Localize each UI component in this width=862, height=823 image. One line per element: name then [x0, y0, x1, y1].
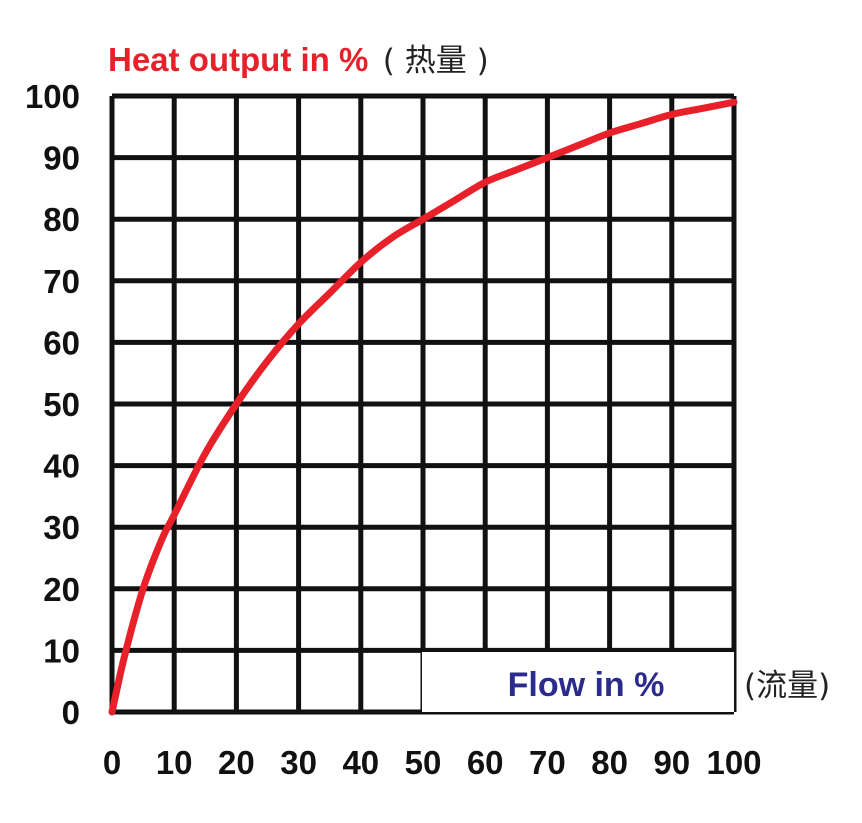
y-tick-10: 10: [43, 632, 80, 669]
y-tick-labels: 0 10 20 30 40 50 60 70 80 90 100: [25, 78, 80, 731]
y-axis-title: Heat output in % ( 热量 ): [108, 41, 489, 79]
x-tick-70: 70: [529, 744, 566, 781]
y-tick-50: 50: [43, 386, 80, 423]
y-axis-label-secondary: ( 热量 ): [383, 43, 489, 79]
x-tick-labels: 0 10 20 30 40 50 60 70 80 90 100: [103, 744, 762, 781]
series-line-0: [108, 98, 738, 716]
flow-label-box: [422, 652, 734, 712]
x-tick-30: 30: [280, 744, 317, 781]
x-tick-60: 60: [467, 744, 504, 781]
grid: [109, 93, 737, 715]
y-tick-20: 20: [43, 571, 80, 608]
x-tick-100: 100: [706, 744, 761, 781]
y-tick-60: 60: [43, 324, 80, 361]
y-tick-30: 30: [43, 509, 80, 546]
x-tick-40: 40: [342, 744, 379, 781]
x-tick-50: 50: [405, 744, 442, 781]
y-tick-90: 90: [43, 140, 80, 177]
x-axis-label-secondary: (流量): [744, 668, 830, 704]
y-axis-label: Heat output in %: [108, 41, 368, 78]
y-tick-100: 100: [25, 78, 80, 115]
y-tick-70: 70: [43, 263, 80, 300]
x-tick-20: 20: [218, 744, 255, 781]
y-tick-0: 0: [62, 694, 80, 731]
y-tick-40: 40: [43, 448, 80, 485]
y-tick-80: 80: [43, 201, 80, 238]
x-tick-0: 0: [103, 744, 121, 781]
x-tick-90: 90: [653, 744, 690, 781]
x-tick-80: 80: [591, 744, 628, 781]
curve-layer: [108, 98, 738, 716]
x-axis-label: Flow in %: [508, 666, 665, 704]
x-tick-10: 10: [156, 744, 193, 781]
